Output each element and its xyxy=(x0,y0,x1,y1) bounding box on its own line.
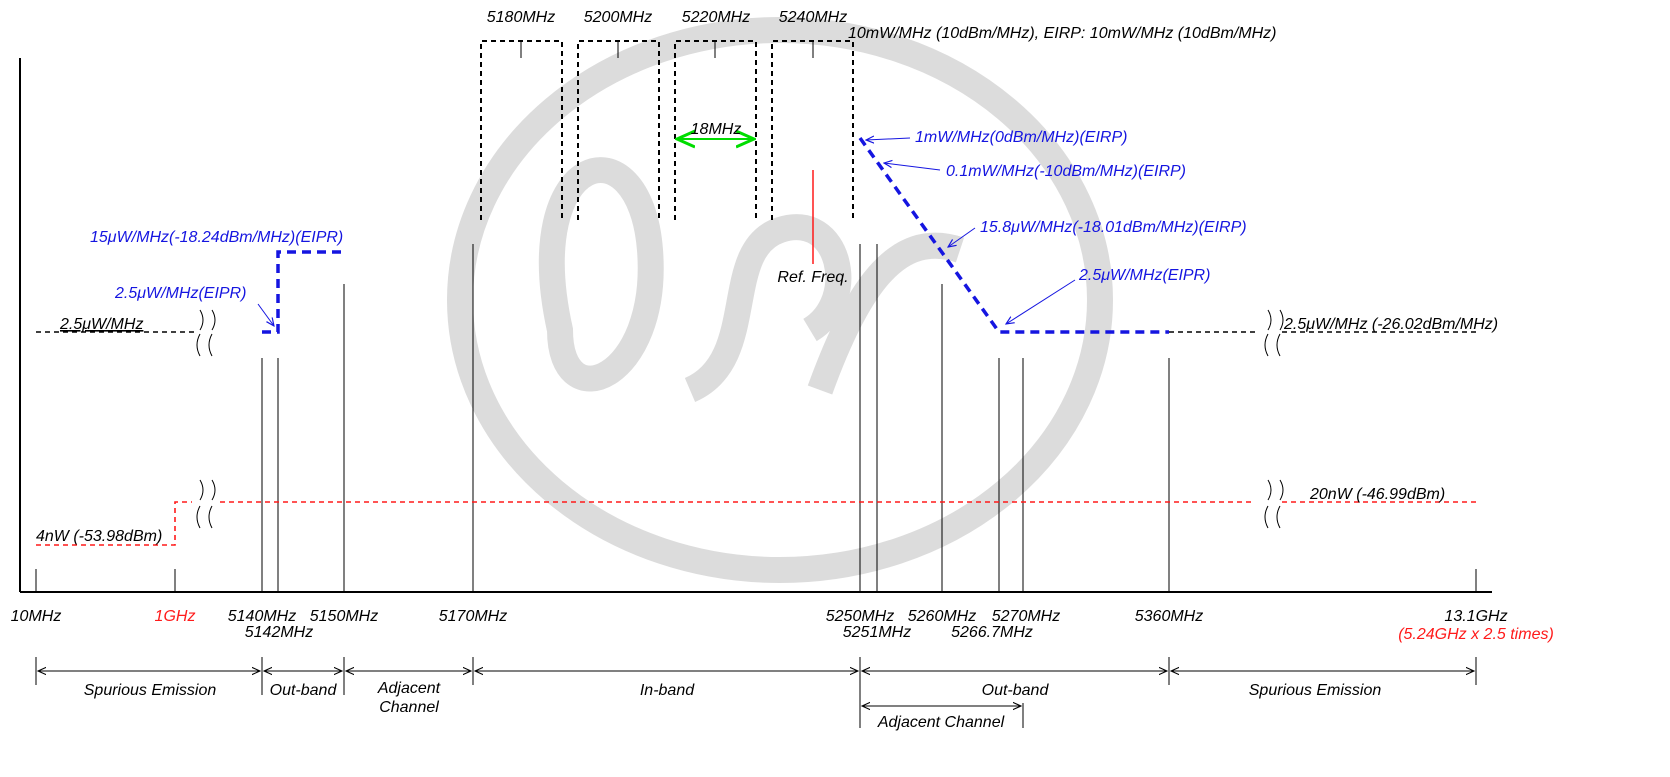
region-spurious-left: Spurious Emission xyxy=(84,682,217,699)
axis-label-10mhz: 10MHz xyxy=(11,608,62,625)
arrow-left-low xyxy=(257,303,274,326)
label-right-1: 1mW/MHz(0dBm/MHz)(EIRP) xyxy=(915,129,1127,146)
label-right-spurious: 2.5μW/MHz (-26.02dBm/MHz) xyxy=(1283,316,1498,333)
axis-label-5142: 5142MHz xyxy=(245,624,313,641)
region-inband: In-band xyxy=(640,682,695,699)
label-right-2: 0.1mW/MHz(-10dBm/MHz)(EIRP) xyxy=(946,163,1186,180)
axis-label-5270: 5270MHz xyxy=(992,608,1060,625)
region-adjacent-line2: Channel xyxy=(379,699,439,716)
channel-label-5220: 5220MHz xyxy=(682,9,750,26)
red-limit-line xyxy=(36,501,1476,546)
region-outband-left: Out-band xyxy=(270,682,338,699)
region-boundaries xyxy=(35,657,1477,728)
channel-label-5240: 5240MHz xyxy=(779,9,847,26)
axis-label-13ghz: 13.1GHz xyxy=(1444,608,1507,625)
region-adjacent-right: Adjacent Channel xyxy=(877,714,1005,731)
region-spurious-right: Spurious Emission xyxy=(1249,682,1382,699)
channel-label-5200: 5200MHz xyxy=(584,9,652,26)
arrow-right-1 xyxy=(866,138,911,140)
label-right-red: 20nW (-46.99dBm) xyxy=(1309,486,1445,503)
channel-label-5180: 5180MHz xyxy=(487,9,555,26)
top-note: 10mW/MHz (10dBm/MHz), EIRP: 10mW/MHz (10… xyxy=(848,25,1276,42)
blue-mask-left xyxy=(262,250,344,334)
axis-label-5360: 5360MHz xyxy=(1135,608,1203,625)
axis-label-5150: 5150MHz xyxy=(310,608,378,625)
label-left-low: 2.5μW/MHz(EIPR) xyxy=(114,285,246,302)
region-adjacent-line1: Adjacent xyxy=(377,680,441,697)
frequency-lines xyxy=(261,244,1170,592)
region-outband-right: Out-band xyxy=(982,682,1050,699)
axis-ticks xyxy=(35,569,1477,592)
ref-freq-label: Ref. Freq. xyxy=(777,269,848,286)
axis-label-1ghz: 1GHz xyxy=(155,608,196,625)
label-left-high: 15μW/MHz(-18.24dBm/MHz)(EIPR) xyxy=(90,229,343,246)
arrow-right-3 xyxy=(948,227,976,247)
label-left-red: 4nW (-53.98dBm) xyxy=(36,528,162,545)
axis-label-13ghz-note: (5.24GHz x 2.5 times) xyxy=(1398,626,1554,643)
axis-label-5140: 5140MHz xyxy=(228,608,296,625)
axis-label-5266: 5266.7MHz xyxy=(951,624,1033,641)
axis-label-5170: 5170MHz xyxy=(439,608,507,625)
label-left-spurious: 2.5μW/MHz xyxy=(59,316,143,333)
arrow-right-4 xyxy=(1006,279,1076,324)
arrow-right-2 xyxy=(884,163,941,171)
axis-label-5251: 5251MHz xyxy=(843,624,911,641)
watermark-logo xyxy=(447,17,1113,583)
region-arrows xyxy=(38,671,1474,706)
bandwidth-label: 18MHz xyxy=(691,121,742,138)
label-right-4: 2.5μW/MHz(EIPR) xyxy=(1078,267,1210,284)
axis-label-5260: 5260MHz xyxy=(908,608,976,625)
channel-center-ticks xyxy=(520,41,814,58)
axis-break-marks xyxy=(196,309,1284,529)
label-right-3: 15.8μW/MHz(-18.01dBm/MHz)(EIRP) xyxy=(980,219,1247,236)
axis-label-5250: 5250MHz xyxy=(826,608,894,625)
blue-mask-right xyxy=(858,136,1169,334)
